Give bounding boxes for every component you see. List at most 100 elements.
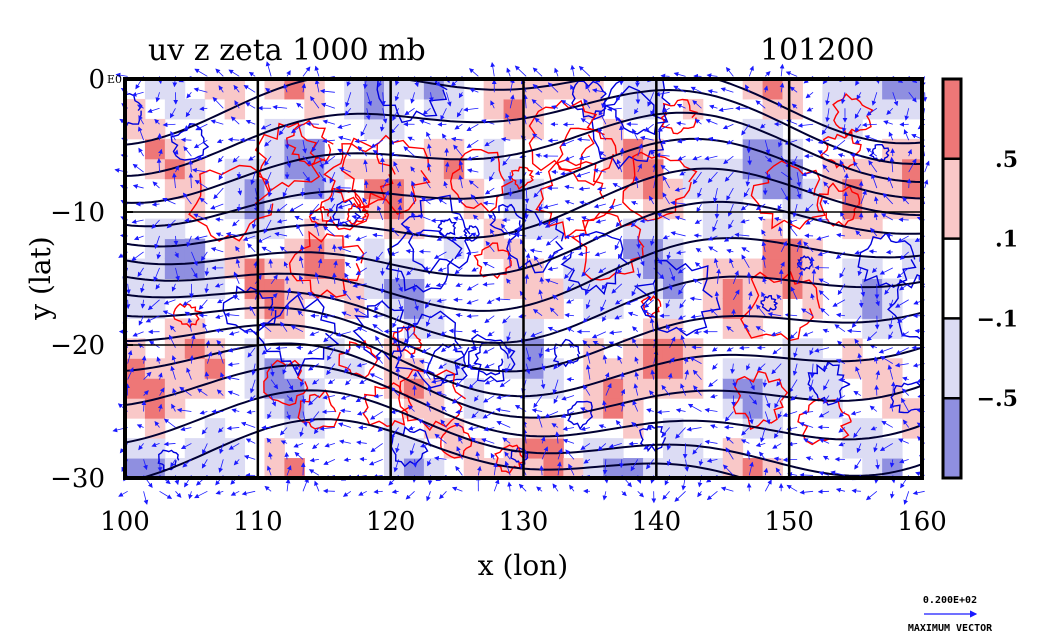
field-cell bbox=[144, 258, 166, 279]
field-cell bbox=[682, 458, 704, 478]
wind-vector bbox=[274, 231, 288, 237]
wind-vector bbox=[201, 427, 208, 435]
wind-vector bbox=[234, 100, 240, 109]
wind-vector bbox=[720, 486, 734, 492]
wind-vector bbox=[217, 155, 224, 163]
wind-vector bbox=[173, 235, 179, 246]
field-cell bbox=[742, 118, 764, 140]
field-cell bbox=[583, 258, 604, 279]
wind-vector bbox=[270, 293, 278, 301]
wind-vector bbox=[182, 459, 192, 468]
wind-vector bbox=[198, 313, 208, 318]
wind-vector bbox=[245, 119, 256, 125]
wind-vector bbox=[272, 104, 288, 110]
vorticity-contour bbox=[188, 164, 274, 242]
wind-vector bbox=[317, 258, 323, 268]
wind-vector bbox=[186, 92, 192, 99]
wind-vector bbox=[376, 355, 384, 364]
wind-vector bbox=[286, 465, 292, 476]
wind-vector bbox=[748, 65, 754, 77]
wind-vector bbox=[170, 459, 176, 468]
field-cell bbox=[643, 178, 664, 200]
wind-vector bbox=[340, 408, 351, 414]
field-cell bbox=[762, 238, 784, 260]
field-cell bbox=[742, 358, 764, 379]
field-cell bbox=[364, 258, 385, 279]
wind-vector bbox=[249, 305, 256, 316]
field-cell bbox=[364, 238, 385, 260]
field-cell bbox=[164, 238, 186, 260]
wind-vector bbox=[390, 386, 399, 396]
wind-vector bbox=[151, 442, 160, 448]
field-cell bbox=[304, 378, 325, 399]
field-cell bbox=[742, 298, 764, 319]
wind-vector bbox=[204, 267, 210, 277]
field-cell bbox=[403, 398, 425, 419]
wind-vector bbox=[132, 163, 144, 173]
wind-vector bbox=[329, 171, 336, 184]
wind-vector bbox=[329, 187, 336, 203]
wind-vector bbox=[204, 371, 210, 380]
wind-vector bbox=[314, 79, 320, 93]
wind-vector bbox=[570, 64, 576, 77]
wind-vector bbox=[278, 123, 288, 136]
field-cell bbox=[662, 258, 684, 279]
field-cell bbox=[822, 378, 843, 399]
wind-vector bbox=[154, 420, 160, 428]
wind-vector bbox=[282, 187, 288, 198]
wind-vector bbox=[296, 102, 304, 109]
wind-vector bbox=[127, 350, 133, 364]
wind-vector bbox=[372, 150, 383, 157]
field-cell bbox=[503, 358, 524, 379]
field-cell bbox=[264, 458, 285, 478]
field-cell bbox=[662, 378, 684, 399]
wind-vector bbox=[319, 426, 335, 431]
wind-vector bbox=[390, 409, 399, 415]
wind-vector bbox=[394, 267, 400, 283]
field-cell bbox=[623, 278, 644, 299]
wind-vector bbox=[155, 92, 161, 103]
field-cell bbox=[463, 178, 485, 200]
wind-vector bbox=[398, 283, 403, 293]
wind-vector bbox=[245, 102, 256, 109]
wind-vector bbox=[373, 489, 383, 495]
wind-vector bbox=[283, 83, 288, 93]
wind-vector bbox=[270, 379, 279, 390]
field-cell bbox=[543, 458, 564, 478]
vorticity-contour bbox=[437, 217, 457, 238]
wind-vector bbox=[213, 187, 224, 200]
wind-vector bbox=[321, 409, 335, 415]
wind-vector bbox=[405, 248, 415, 254]
wind-vector bbox=[279, 246, 288, 253]
wind-vector bbox=[163, 418, 176, 428]
wind-vector bbox=[785, 71, 798, 77]
wind-vector bbox=[372, 313, 383, 319]
wind-vector bbox=[355, 344, 367, 350]
wind-vector bbox=[151, 219, 160, 229]
vorticity-contour bbox=[263, 359, 309, 407]
wind-vector bbox=[260, 322, 272, 333]
wind-vector bbox=[286, 287, 292, 300]
field-cell bbox=[144, 378, 166, 399]
wind-vector bbox=[311, 139, 320, 153]
y-axis: 0 E0 −10 −20 −30 bbox=[50, 65, 133, 494]
field-cell bbox=[264, 258, 285, 279]
wind-vector bbox=[331, 272, 337, 284]
wind-vector bbox=[220, 372, 225, 380]
field-cell bbox=[702, 218, 724, 240]
wind-vector bbox=[247, 243, 256, 253]
field-cell bbox=[822, 79, 843, 100]
wind-vector bbox=[439, 491, 447, 500]
wind-vector bbox=[227, 137, 240, 143]
wind-vector bbox=[283, 261, 289, 269]
wind-vector bbox=[466, 313, 479, 319]
field-cell bbox=[503, 118, 524, 140]
field-cell bbox=[244, 378, 265, 399]
wind-vector bbox=[764, 71, 771, 77]
wind-vector bbox=[162, 310, 176, 317]
wind-vector bbox=[138, 443, 144, 451]
field-cell bbox=[324, 278, 345, 299]
wind-vector bbox=[451, 486, 463, 492]
wind-vector bbox=[224, 312, 240, 318]
wind-vector bbox=[171, 403, 176, 412]
